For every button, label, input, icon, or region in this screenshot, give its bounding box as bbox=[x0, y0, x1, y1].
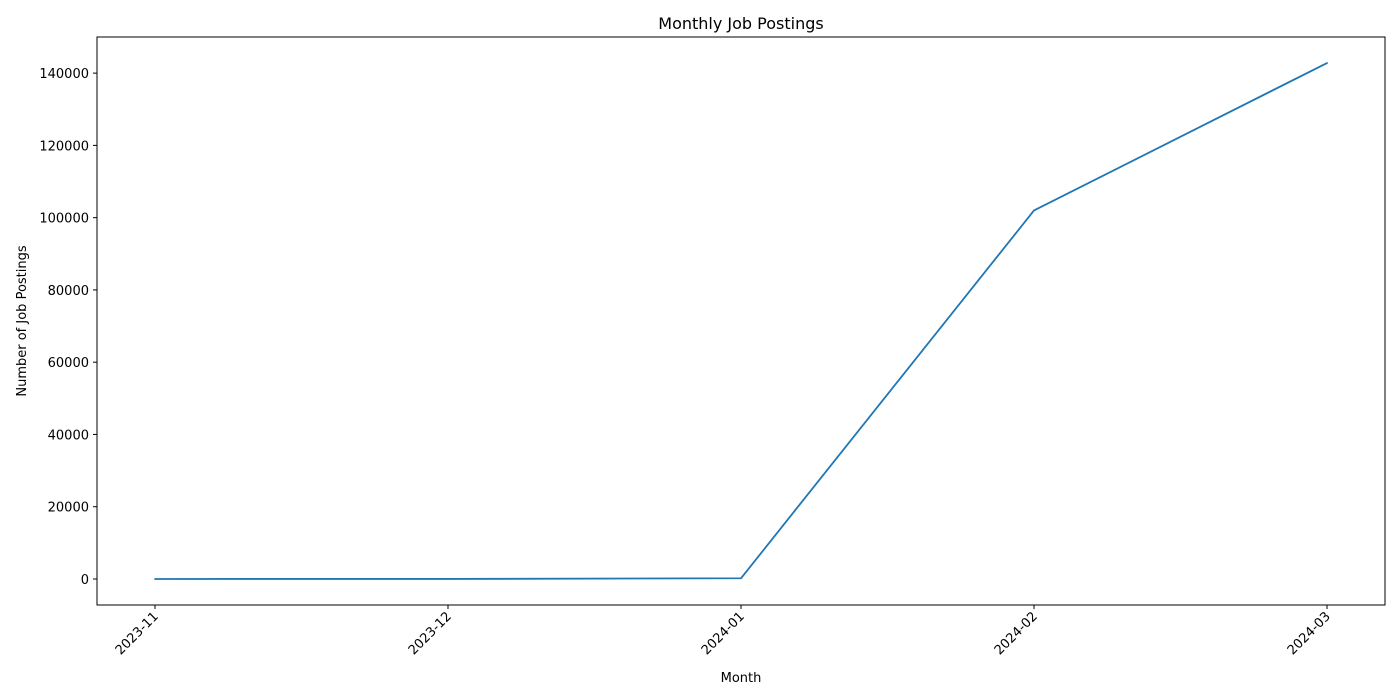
x-axis-label: Month bbox=[721, 671, 762, 686]
x-tick-label: 2023-12 bbox=[406, 609, 455, 658]
y-tick-label: 120000 bbox=[39, 139, 89, 154]
y-tick-label: 0 bbox=[81, 573, 89, 588]
y-tick-label: 100000 bbox=[39, 212, 89, 227]
y-tick-label: 80000 bbox=[48, 284, 89, 299]
plot-frame bbox=[96, 36, 1386, 606]
x-tick-label: 2023-11 bbox=[113, 609, 162, 658]
x-tick-label: 2024-01 bbox=[699, 609, 748, 658]
y-tick-label: 20000 bbox=[48, 501, 89, 516]
y-axis-label: Number of Job Postings bbox=[15, 245, 30, 396]
y-tick-label: 40000 bbox=[48, 428, 89, 443]
y-tick-label: 140000 bbox=[39, 67, 89, 82]
chart-title: Monthly Job Postings bbox=[658, 14, 823, 33]
x-tick-label: 2024-03 bbox=[1285, 609, 1334, 658]
y-tick-label: 60000 bbox=[48, 356, 89, 371]
series-line bbox=[154, 62, 1328, 580]
x-tick-label: 2024-02 bbox=[992, 609, 1041, 658]
